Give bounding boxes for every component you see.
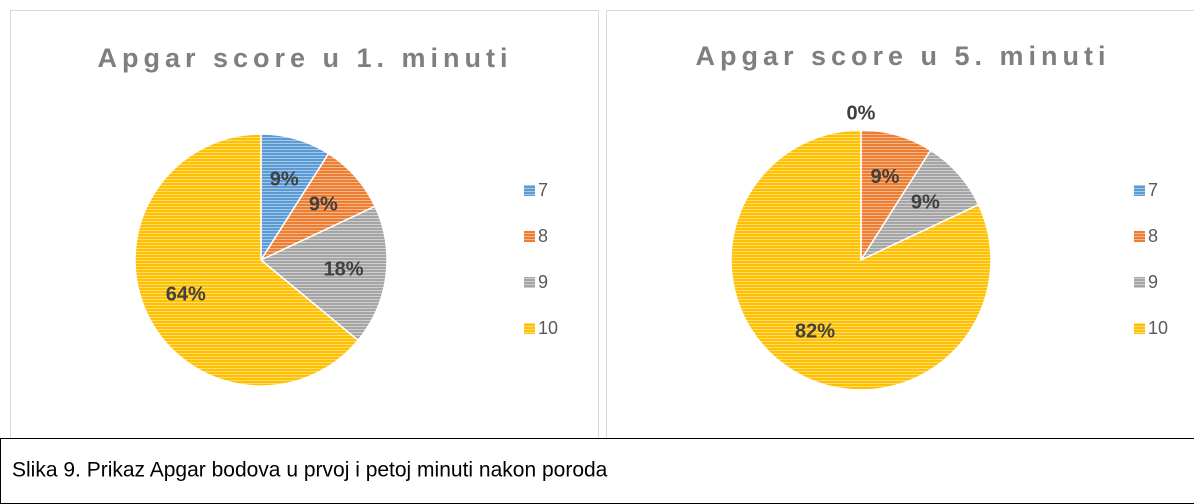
legend-label: 7	[538, 180, 548, 200]
pie-slice	[259, 205, 388, 342]
legend-swatch	[524, 231, 535, 242]
legend-swatch	[524, 277, 535, 288]
pie-slice	[730, 129, 992, 391]
legend-label: 10	[1148, 318, 1168, 338]
data-label: 9%	[270, 168, 299, 190]
legend-label: 9	[1148, 272, 1158, 292]
data-label: 18%	[323, 259, 363, 281]
data-label: 82%	[795, 321, 835, 343]
data-label: 9%	[309, 193, 338, 215]
legend-swatch	[1134, 277, 1145, 288]
chart-title: Apgar score u 5. minuti	[695, 41, 1110, 71]
data-label: 0%	[847, 103, 876, 125]
legend-label: 10	[538, 318, 558, 338]
legend-swatch	[1134, 323, 1145, 334]
pie-slice	[134, 133, 360, 387]
data-label: 9%	[911, 192, 940, 214]
legend-swatch	[524, 185, 535, 196]
legend-swatch	[1134, 231, 1145, 242]
data-label: 64%	[166, 284, 206, 306]
legend-label: 9	[538, 272, 548, 292]
data-label: 9%	[870, 166, 899, 188]
legend-label: 8	[538, 226, 548, 246]
legend-label: 7	[1148, 180, 1158, 200]
legend-label: 8	[1148, 226, 1158, 246]
legend-swatch	[524, 323, 535, 334]
caption-box	[0, 438, 1194, 504]
chart-title: Apgar score u 1. minuti	[97, 43, 512, 73]
caption: Slika 9. Prikaz Apgar bodova u prvoj i p…	[12, 459, 608, 482]
legend-swatch	[1134, 185, 1145, 196]
